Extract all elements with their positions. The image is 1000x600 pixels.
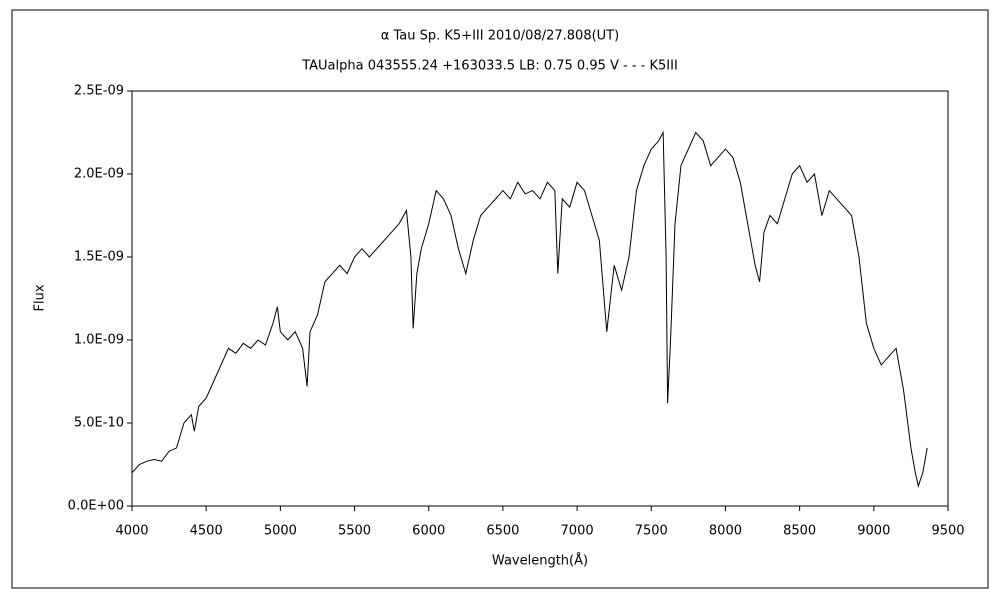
- y-tick-label: 0.0E+00: [68, 499, 124, 514]
- x-tick-label: 6000: [412, 524, 445, 539]
- x-tick-label: 9500: [931, 524, 964, 539]
- chart-border: [11, 9, 989, 589]
- y-tick-label: 2.0E-09: [74, 167, 124, 182]
- x-tick-label: 5500: [338, 524, 371, 539]
- chart-subtitle: TAUalpha 043555.24 +163033.5 LB: 0.75 0.…: [301, 59, 678, 74]
- x-tick-label: 8000: [709, 524, 742, 539]
- y-tick-label: 2.5E-09: [74, 84, 124, 99]
- x-tick-label: 8500: [783, 524, 816, 539]
- plot-area: [131, 90, 949, 507]
- x-tick-label: 4500: [190, 524, 223, 539]
- x-tick-label: 4000: [115, 524, 148, 539]
- y-tick-label: 1.0E-09: [74, 333, 124, 348]
- y-axis-label: Flux: [33, 284, 48, 311]
- x-tick-label: 7500: [635, 524, 668, 539]
- spectrum-line: [131, 130, 928, 488]
- y-tick-label: 1.5E-09: [74, 250, 124, 265]
- x-axis-label: Wavelength(Å): [492, 553, 588, 569]
- chart-title: α Tau Sp. K5+III 2010/08/27.808(UT): [381, 29, 619, 44]
- x-tick-label: 5000: [264, 524, 297, 539]
- x-tick-label: 9000: [857, 524, 890, 539]
- x-tick-label: 7000: [561, 524, 594, 539]
- x-tick-label: 6500: [486, 524, 519, 539]
- y-tick-label: 5.0E-10: [74, 416, 124, 431]
